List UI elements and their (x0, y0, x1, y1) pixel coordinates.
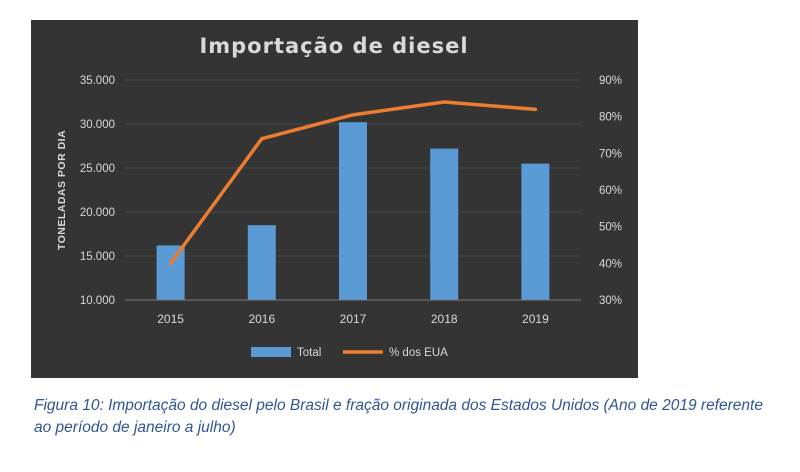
line-point-2017 (352, 114, 354, 116)
chart-panel: Importação de diesel 10.000 15.000 20.000 25… (31, 20, 638, 378)
x-tick-label: 2019 (522, 312, 549, 326)
x-tick-label: 2016 (248, 312, 275, 326)
y-tick-label: 15.000 (80, 251, 115, 263)
x-tick-label: 2017 (340, 312, 367, 326)
y2-tick-label: 30% (599, 295, 622, 307)
y-tick-label: 35.000 (80, 75, 115, 87)
x-tick-label: 2018 (431, 312, 458, 326)
y2-tick-label: 40% (599, 258, 622, 270)
line-point-2016 (261, 138, 263, 140)
bar-total-2019 (521, 163, 550, 300)
legend-swatch-total (251, 347, 291, 357)
x-tick-label: 2015 (157, 312, 184, 326)
line-point-2019 (534, 108, 536, 110)
y-tick-label: 30.000 (80, 119, 115, 131)
y-tick-label: 25.000 (80, 163, 115, 175)
y2-tick-label: 60% (599, 185, 622, 197)
y2-tick-label: 90% (599, 75, 622, 87)
line-point-2015 (170, 262, 172, 264)
line-point-2018 (443, 101, 445, 103)
bar-total-2018 (430, 148, 459, 300)
chart-title: Importação de diesel (199, 34, 468, 58)
y-axis-label: TONELADAS POR DIA (56, 130, 68, 250)
y-tick-label: 10.000 (80, 295, 115, 307)
y2-tick-label: 50% (599, 222, 622, 234)
legend-label-pct-eua: % dos EUA (389, 347, 448, 359)
bar-total-2015 (156, 245, 185, 300)
y-tick-label: 20.000 (80, 207, 115, 219)
figure-caption: Figura 10: Importação do diesel pelo Bra… (34, 397, 763, 436)
y2-tick-label: 70% (599, 148, 622, 160)
bar-total-2016 (247, 225, 276, 300)
y2-tick-label: 80% (599, 112, 622, 124)
bar-total-2017 (339, 122, 367, 301)
legend-label-total: Total (297, 347, 321, 359)
diesel-import-chart: Importação de diesel 10.000 15.000 20.000 25… (56, 34, 622, 359)
